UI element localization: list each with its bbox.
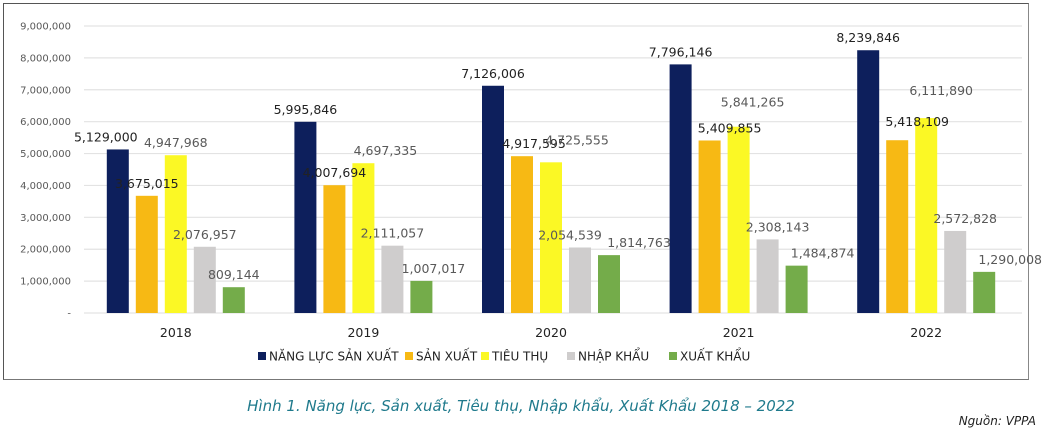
bar: [323, 185, 346, 313]
data-label: 1,290,008: [978, 252, 1042, 267]
legend-label: SẢN XUẤT: [416, 348, 478, 364]
bar: [973, 271, 996, 313]
bar: [698, 140, 721, 313]
x-tick-label: 2018: [160, 325, 192, 340]
y-axis: - 1,000,000 2,000,000 3,000,000 4,000,000 5,0…: [20, 22, 71, 320]
data-label: 1,007,017: [402, 261, 466, 276]
data-label: 809,144: [208, 267, 260, 282]
legend-item: SẢN XUẤT: [405, 348, 478, 364]
data-label: 4,697,335: [354, 143, 418, 158]
bar: [193, 246, 216, 313]
y-tick-label: 6,000,000: [20, 117, 71, 128]
legend-item: XUẤT KHẨU: [669, 348, 750, 364]
data-label: 4,947,968: [144, 135, 208, 150]
legend-item: TIÊU THỤ: [481, 349, 548, 364]
y-tick-label: 4,000,000: [20, 181, 71, 192]
bar: [785, 265, 808, 313]
data-label: 2,572,828: [933, 211, 997, 226]
legend-swatch: [405, 352, 413, 360]
data-label: 4,725,555: [545, 132, 609, 147]
bar: [352, 163, 375, 313]
legend-swatch: [481, 352, 489, 360]
figure-caption: Hình 1. Năng lực, Sản xuất, Tiêu thụ, Nh…: [247, 397, 795, 415]
data-label: 5,995,846: [274, 102, 338, 117]
bar: [410, 280, 433, 313]
bar: [135, 195, 158, 313]
figure-source: Nguồn: VPPA: [958, 414, 1036, 428]
legend-label: NHẬP KHẨU: [578, 348, 649, 364]
y-tick-label: 9,000,000: [20, 22, 71, 33]
bar: [756, 239, 779, 313]
data-label: 5,418,109: [885, 114, 949, 129]
bar: [944, 230, 967, 313]
data-labels: 5,129,000 3,675,015 4,947,968 2,076,957 809,…: [74, 30, 1042, 282]
data-label: 7,126,006: [461, 66, 525, 81]
x-tick-label: 2019: [347, 325, 379, 340]
data-label: 3,675,015: [115, 176, 179, 191]
bar: [915, 118, 938, 313]
y-tick-label: 3,000,000: [20, 213, 71, 224]
legend-label: NĂNG LỰC SẢN XUẤT: [269, 348, 399, 364]
legend-swatch: [669, 352, 677, 360]
data-label: 7,796,146: [649, 44, 713, 59]
data-label: 2,308,143: [746, 219, 810, 234]
x-tick-label: 2020: [535, 325, 567, 340]
data-label: 8,239,846: [836, 30, 900, 45]
data-label: 1,814,763: [607, 235, 671, 250]
bar: [222, 287, 245, 313]
legend-item: NĂNG LỰC SẢN XUẤT: [258, 348, 399, 364]
bars: [106, 50, 996, 314]
data-label: 2,111,057: [361, 226, 425, 241]
bar: [669, 64, 692, 314]
data-label: 4,917,595: [502, 136, 566, 151]
bar: [727, 126, 750, 313]
bar: [540, 162, 562, 313]
bar: [164, 155, 187, 313]
bar: [381, 245, 404, 313]
legend-swatch: [258, 352, 266, 360]
data-label: 6,111,890: [909, 83, 973, 98]
y-tick-label: -: [67, 309, 71, 320]
x-axis: 2018 2019 2020 2021 2022: [160, 325, 942, 340]
data-label: 5,409,855: [698, 120, 762, 135]
bar: [857, 50, 880, 313]
legend-label: TIÊU THỤ: [491, 349, 548, 364]
data-label: 1,484,874: [791, 246, 855, 261]
data-label: 5,841,265: [721, 95, 785, 110]
y-tick-label: 7,000,000: [20, 85, 71, 96]
y-tick-label: 1,000,000: [20, 277, 71, 288]
legend-swatch: [567, 352, 575, 360]
bar: [106, 149, 129, 313]
y-tick-label: 5,000,000: [20, 149, 71, 160]
x-tick-label: 2021: [723, 325, 755, 340]
bar: [569, 247, 591, 313]
y-tick-label: 8,000,000: [20, 53, 71, 64]
bar: [482, 85, 504, 314]
legend: NĂNG LỰC SẢN XUẤT SẢN XUẤT TIÊU THỤ NHẬP KH…: [258, 348, 750, 364]
data-label: 5,129,000: [74, 129, 138, 144]
bar: [511, 156, 533, 313]
legend-item: NHẬP KHẨU: [567, 348, 649, 364]
bar: [294, 121, 317, 313]
x-tick-label: 2022: [910, 325, 942, 340]
data-label: 2,076,957: [173, 227, 237, 242]
bar: [886, 140, 909, 313]
data-label: 2,054,539: [538, 227, 602, 242]
data-label: 4,007,694: [303, 165, 367, 180]
y-tick-label: 2,000,000: [20, 245, 71, 256]
legend-label: XUẤT KHẨU: [680, 348, 750, 364]
bar: [598, 255, 620, 313]
